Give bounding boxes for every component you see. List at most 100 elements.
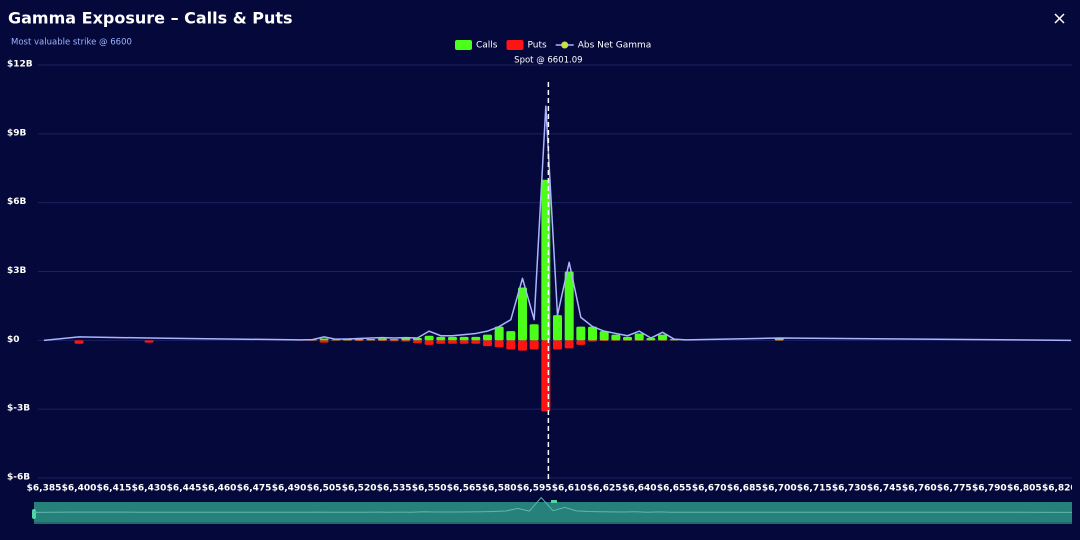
bar — [634, 333, 644, 341]
bar — [459, 336, 469, 341]
bar — [144, 340, 154, 343]
x-tick-label: $6,400 — [62, 484, 97, 494]
y-tick-label: $9B — [7, 128, 27, 138]
bar — [436, 336, 446, 341]
bar — [506, 340, 516, 350]
y-tick-label: $-6B — [7, 473, 30, 483]
x-tick-label: $6,520 — [342, 484, 377, 494]
x-tick-label: $6,760 — [902, 484, 937, 494]
legend-label: Calls — [476, 41, 498, 51]
bar — [623, 336, 633, 341]
bar — [646, 338, 656, 341]
bar — [517, 287, 527, 341]
bar — [564, 340, 574, 349]
x-tick-label: $6,730 — [832, 484, 867, 494]
x-tick-label: $6,565 — [447, 484, 482, 494]
legend: Calls Puts Abs Net Gamma — [455, 40, 651, 51]
bar — [611, 334, 621, 341]
y-tick-label: $6B — [7, 197, 27, 207]
navigator-grip[interactable] — [551, 500, 557, 503]
bar — [447, 340, 457, 344]
navigator-window[interactable] — [34, 502, 1072, 522]
y-tick-label: $12B — [7, 60, 33, 70]
x-tick-label: $6,715 — [797, 484, 832, 494]
bar — [74, 340, 84, 344]
bar — [436, 340, 446, 344]
bar — [424, 335, 434, 341]
legend-item[interactable]: Abs Net Gamma — [555, 41, 652, 51]
y-tick-label: $3B — [7, 266, 27, 276]
bar — [658, 334, 668, 341]
bar — [482, 340, 492, 347]
chart-title: Gamma Exposure – Calls & Puts — [8, 9, 293, 28]
close-icon[interactable] — [1054, 13, 1065, 24]
legend-label: Puts — [528, 41, 548, 51]
bar — [564, 271, 574, 341]
bar — [424, 340, 434, 345]
x-tick-label: $6,595 — [517, 484, 552, 494]
x-tick-label: $6,805 — [1007, 484, 1042, 494]
bar — [482, 334, 492, 341]
x-tick-label: $6,490 — [272, 484, 307, 494]
spot-label: Spot @ 6601.09 — [514, 56, 582, 66]
bar — [366, 338, 376, 341]
bar — [354, 339, 364, 341]
bar — [599, 340, 609, 342]
bar — [377, 340, 387, 342]
y-tick-label: $-3B — [7, 404, 30, 414]
bar — [459, 340, 469, 344]
bar — [599, 331, 609, 341]
bar — [529, 324, 539, 341]
legend-swatch — [455, 40, 472, 50]
x-tick-label: $6,430 — [132, 484, 167, 494]
bar — [401, 340, 411, 342]
close-button[interactable] — [1049, 9, 1069, 29]
legend-marker — [561, 41, 569, 49]
bar — [529, 340, 539, 350]
plot-area: $-6B $-3B $0 $3B $6B $9B $12B Spot @ 6601.09 — [7, 56, 1072, 483]
bar — [494, 326, 504, 341]
x-tick-label: $6,550 — [412, 484, 447, 494]
bar — [389, 340, 399, 342]
legend-item[interactable]: Puts — [506, 40, 548, 51]
x-tick-label: $6,580 — [482, 484, 517, 494]
x-tick-label: $6,640 — [622, 484, 657, 494]
bar — [588, 340, 598, 342]
bar — [471, 336, 481, 341]
x-tick-label: $6,820 — [1042, 484, 1077, 494]
x-tick-label: $6,670 — [692, 484, 727, 494]
x-tick-label: $6,745 — [867, 484, 902, 494]
navigator-handle[interactable] — [32, 509, 36, 519]
legend-item[interactable]: Calls — [455, 40, 498, 51]
x-tick-label: $6,385 — [27, 484, 62, 494]
navigator-line — [33, 496, 1073, 513]
bar — [588, 326, 598, 341]
bar — [541, 340, 551, 412]
x-tick-label: $6,460 — [202, 484, 237, 494]
x-tick-label: $6,610 — [552, 484, 587, 494]
range-navigator[interactable] — [32, 496, 1073, 524]
bar — [553, 315, 562, 341]
bar — [377, 338, 387, 341]
bar — [494, 340, 504, 348]
legend-swatch — [506, 40, 524, 50]
x-tick-label: $6,445 — [167, 484, 202, 494]
bar — [576, 340, 586, 345]
bar — [354, 340, 364, 342]
x-tick-label: $6,700 — [762, 484, 797, 494]
x-tick-label: $6,505 — [307, 484, 342, 494]
bar — [401, 338, 411, 341]
x-tick-label: $6,475 — [237, 484, 272, 494]
bar — [553, 340, 562, 350]
bar — [447, 336, 457, 341]
bar — [389, 339, 399, 341]
bar — [412, 340, 422, 344]
bar — [576, 326, 586, 341]
x-tick-label: $6,685 — [727, 484, 762, 494]
x-tick-label: $6,775 — [937, 484, 972, 494]
bar — [517, 340, 527, 351]
x-tick-label: $6,415 — [97, 484, 132, 494]
